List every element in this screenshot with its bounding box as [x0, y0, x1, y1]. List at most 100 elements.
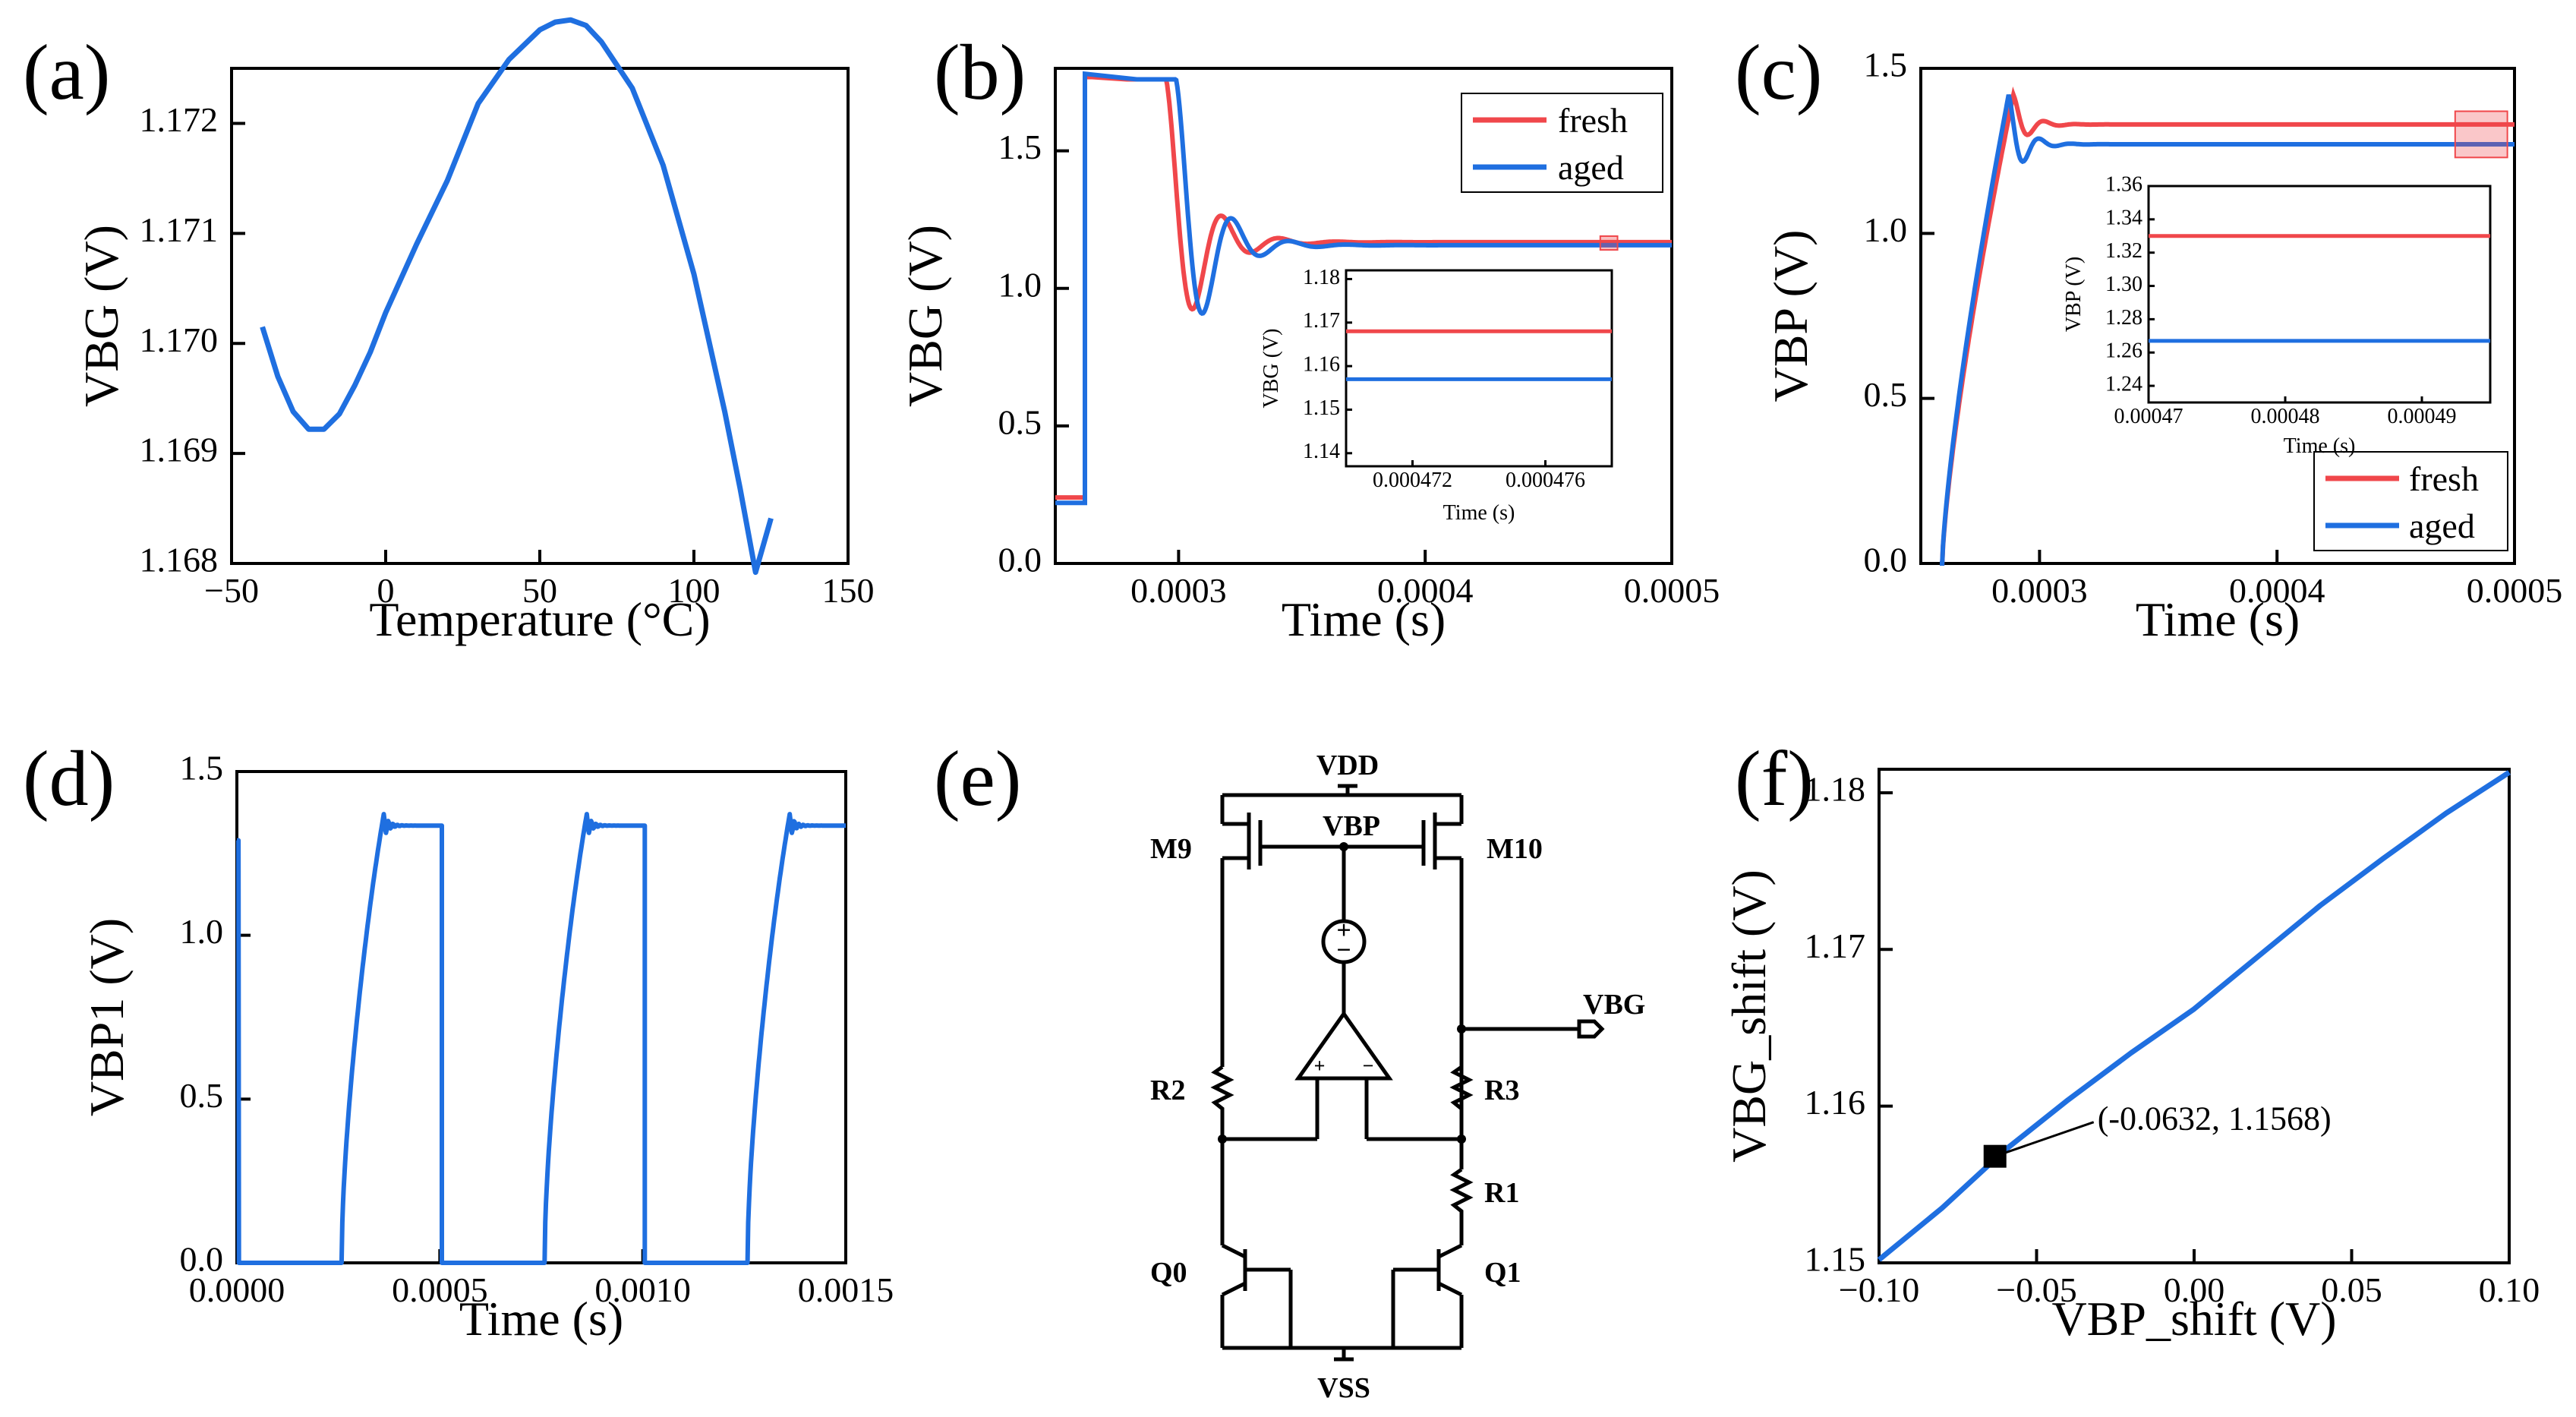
x-tick-label: 0.000472 — [1373, 469, 1452, 492]
y-axis-title: VBP (V) — [1764, 230, 1818, 402]
x-tick-label: −50 — [204, 571, 259, 610]
y-tick-label: 1.170 — [140, 320, 219, 359]
label-vdd: VDD — [1316, 750, 1379, 781]
y-tick-label: 1.5 — [1864, 46, 1908, 84]
x-tick-label: 0.0005 — [392, 1270, 488, 1309]
y-tick-label: 1.16 — [1805, 1083, 1866, 1122]
y-tick-label: 1.172 — [140, 100, 219, 139]
y-tick-label: 1.5 — [998, 128, 1042, 166]
legend-box — [2313, 451, 2508, 551]
junction-dot — [1339, 842, 1348, 851]
legend-box — [1461, 93, 1663, 193]
x-tick-label: 0.0005 — [1624, 571, 1720, 610]
panel-label-c: (c) — [1735, 29, 1822, 116]
r3-resistor — [1449, 1065, 1474, 1110]
plot-frame — [2147, 185, 2492, 404]
x-tick-label: 0.0003 — [1130, 571, 1227, 610]
y-tick-label: 1.16 — [1303, 353, 1340, 377]
y-tick-label: 0.5 — [180, 1076, 224, 1115]
y-tick-label: 1.34 — [2105, 206, 2142, 229]
opamp-minus-sign: − — [1363, 1055, 1374, 1077]
series-line-aged — [1055, 71, 1672, 506]
zoom-region-marker — [1599, 235, 1619, 251]
panel-label-f: (f) — [1735, 735, 1814, 822]
x-tick-label: 0.000476 — [1506, 469, 1585, 492]
y-axis-title: VBG_shift (V) — [1722, 869, 1776, 1163]
y-tick-label: 1.32 — [2105, 239, 2142, 263]
label-m9: M9 — [1150, 833, 1192, 865]
x-tick-label: 0.0000 — [189, 1270, 285, 1309]
plot-frame — [235, 770, 847, 1264]
label-r1: R1 — [1484, 1177, 1519, 1209]
x-tick-label: 0.00048 — [2251, 405, 2320, 428]
y-axis-title: VBP1 (V) — [80, 918, 134, 1116]
x-axis-title: Time (s) — [1282, 592, 1446, 646]
x-tick-label: 0.0010 — [594, 1270, 691, 1309]
chart-b: 0.0003 0.0004 0.0005 0.0 0.5 1.0 1.5 Time (s) VB… — [898, 67, 1720, 646]
x-tick-label: −0.05 — [1996, 1270, 2076, 1309]
x-tick-label: 50 — [522, 571, 557, 610]
y-tick-label: 0.5 — [998, 402, 1042, 441]
junction-dot — [1457, 1024, 1466, 1034]
x-tick-label: 0.05 — [2321, 1270, 2382, 1309]
legend-label-fresh: fresh — [2409, 459, 2479, 498]
series-line-aged — [1940, 94, 2515, 566]
y-tick-label: 1.18 — [1805, 770, 1866, 809]
x-tick-label: 0.0005 — [2467, 571, 2563, 610]
series-line-fresh — [1055, 74, 1672, 500]
circuit-dots — [1218, 842, 1466, 1144]
y-tick-label: 1.15 — [1303, 396, 1340, 420]
x-tick-label: 100 — [668, 571, 720, 610]
y-tick-label: 1.36 — [2105, 172, 2142, 196]
inset-background — [1346, 270, 1612, 466]
y-axis-title: VBG (V) — [74, 225, 128, 407]
plot-frame — [1878, 768, 2511, 1264]
source-minus: − — [1336, 936, 1351, 964]
legend-label-fresh: fresh — [1558, 101, 1628, 140]
series-line-fresh — [1940, 86, 2515, 566]
r1-resistor — [1449, 1167, 1474, 1245]
q1-emitter — [1437, 1281, 1463, 1297]
label-r2: R2 — [1150, 1075, 1185, 1106]
legend-label-aged: aged — [2409, 507, 2475, 545]
panel-label-a: (a) — [23, 29, 110, 116]
x-tick-label: 0.00049 — [2388, 405, 2457, 428]
plot-frame — [1919, 67, 2516, 565]
annotation-marker — [1983, 1144, 2007, 1168]
q1-collector — [1437, 1243, 1463, 1259]
panel-label-d: (d) — [23, 735, 115, 822]
y-tick-label: 1.14 — [1303, 440, 1340, 463]
y-tick-label: 0.0 — [998, 541, 1042, 579]
x-axis-title: Time (s) — [459, 1292, 623, 1346]
junction-dot — [1457, 1135, 1466, 1144]
y-tick-label: 1.5 — [180, 749, 224, 787]
opamp-symbol — [1294, 1010, 1393, 1081]
x-axis-title: Time (s) — [2284, 434, 2356, 458]
series-line-vbp1 — [236, 812, 848, 1265]
x-axis-title: VBP_shift (V) — [2051, 1292, 2336, 1346]
panel-label-b: (b) — [934, 29, 1026, 116]
y-tick-label: 1.0 — [1864, 210, 1908, 249]
x-tick-label: 0.00047 — [2114, 405, 2183, 428]
plot-frame — [1054, 67, 1673, 565]
plot-frame — [1345, 269, 1613, 468]
circuit-schematic — [1210, 784, 1605, 1362]
panel-label-e: (e) — [934, 735, 1021, 822]
x-tick-label: 0.0003 — [1991, 571, 2088, 610]
label-q0: Q0 — [1150, 1257, 1187, 1289]
legend-label-aged: aged — [1558, 148, 1624, 187]
label-r3: R3 — [1484, 1075, 1519, 1106]
y-tick-label: 1.168 — [140, 541, 219, 579]
label-m10: M10 — [1487, 833, 1543, 865]
chart-f: −0.10 −0.05 0.00 0.05 0.10 1.15 1.16 1.17 1.18 VB… — [1722, 768, 2540, 1346]
x-axis-title: Time (s) — [1443, 501, 1515, 525]
y-tick-label: 1.169 — [140, 431, 219, 469]
y-tick-label: 1.171 — [140, 210, 219, 249]
y-tick-label: 0.0 — [1864, 541, 1908, 579]
plot-frame — [230, 67, 850, 565]
annotation-label: (-0.0632, 1.1568) — [2098, 1100, 2332, 1138]
x-tick-label: −0.10 — [1839, 1270, 1919, 1309]
chart-a: −50 0 50 100 150 1.168 1.169 1.170 1.171 1.172 Tem… — [74, 17, 875, 646]
x-axis-title: Temperature (°C) — [369, 592, 710, 646]
